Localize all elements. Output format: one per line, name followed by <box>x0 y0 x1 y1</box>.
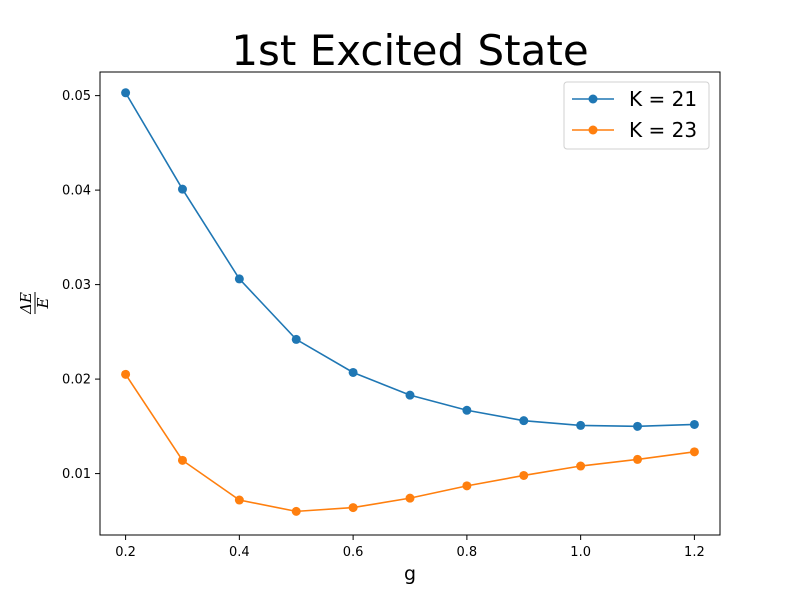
series-1-point <box>121 88 131 98</box>
legend: K = 21 K = 23 <box>563 81 710 150</box>
series-1-point <box>689 419 699 429</box>
y-tick-label: 0.03 <box>62 278 91 293</box>
series-2-point <box>121 369 131 379</box>
y-tick-label: 0.02 <box>62 373 91 388</box>
legend-marker-1 <box>588 94 598 104</box>
x-tick-label: 0.4 <box>229 545 250 560</box>
series-1-point <box>462 405 472 415</box>
y-axis-label-numerator: ΔE <box>17 292 35 315</box>
legend-label-1: K = 21 <box>629 87 697 111</box>
series-1-point <box>291 334 301 344</box>
plot-frame <box>99 71 721 536</box>
y-axis-label-denominator: E <box>34 297 52 309</box>
series-2-point <box>633 454 643 464</box>
x-tick-label: 0.8 <box>457 545 478 560</box>
series-2-point <box>177 455 187 465</box>
legend-marker-2 <box>588 125 598 135</box>
series-1-point <box>633 421 643 431</box>
x-axis-label: g <box>404 563 416 585</box>
series-1-point <box>576 420 586 430</box>
x-tick-label: 0.6 <box>343 545 364 560</box>
series-2-point <box>405 493 415 503</box>
legend-label-2: K = 23 <box>629 118 697 142</box>
series-2-point <box>689 447 699 457</box>
y-axis-label: ΔE E <box>17 292 52 315</box>
plot-area <box>121 88 699 516</box>
x-tick-label: 0.2 <box>115 545 136 560</box>
axes: 0.2 0.4 0.6 0.8 1.0 1.2 0.01 0.02 0.03 0.04 0.05 <box>62 71 721 560</box>
series-1-point <box>519 416 529 426</box>
series-2-point <box>519 470 529 480</box>
series-2-point <box>462 481 472 491</box>
series-2-point <box>234 495 244 505</box>
series-2-point <box>291 506 301 516</box>
y-tick-label: 0.01 <box>62 467 91 482</box>
y-tick-label: 0.05 <box>62 89 91 104</box>
series-1-point <box>234 274 244 284</box>
series-1-point <box>348 367 358 377</box>
series-2-point <box>348 503 358 513</box>
x-tick-label: 1.2 <box>684 545 705 560</box>
x-tick-label: 1.0 <box>570 545 591 560</box>
series-1-point <box>177 184 187 194</box>
series-2-point <box>576 461 586 471</box>
series-1-point <box>405 390 415 400</box>
y-tick-label: 0.04 <box>62 184 91 199</box>
chart-title: 1st Excited State <box>231 26 588 75</box>
